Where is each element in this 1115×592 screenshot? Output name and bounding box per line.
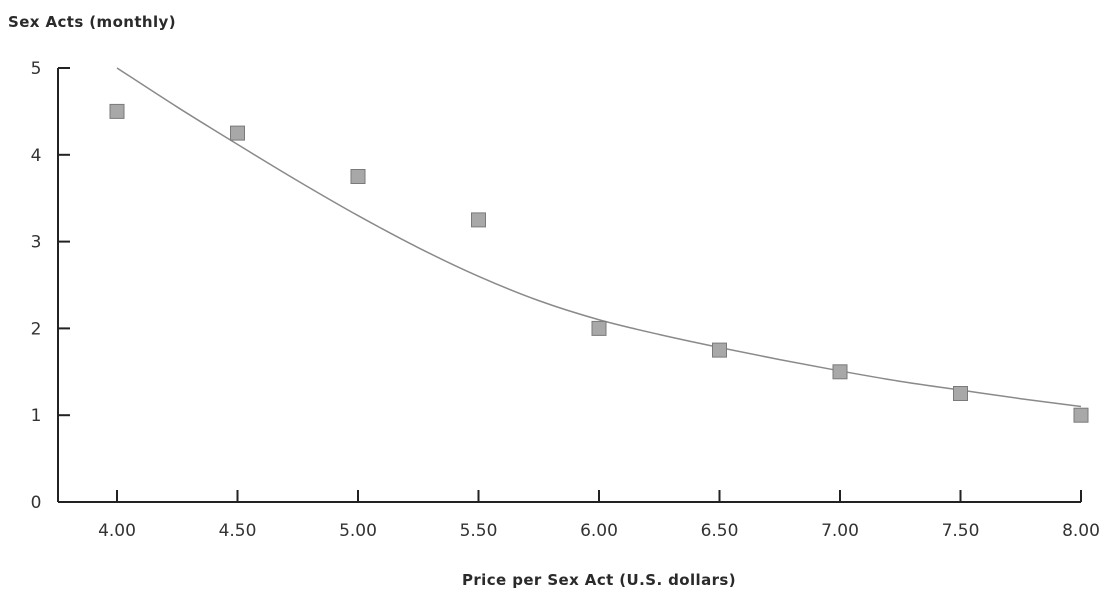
data-point — [230, 125, 245, 141]
x-tick-label: 7.00 — [821, 521, 859, 541]
y-axis: 0 1 2 3 4 5 — [31, 59, 70, 513]
data-point — [591, 320, 607, 336]
y-tick-label: 5 — [31, 59, 42, 79]
y-axis-title: Sex Acts (monthly) — [8, 13, 176, 31]
data-point — [712, 342, 727, 358]
x-axis: 4.00 4.50 5.00 5.50 6.00 6.50 7.00 7.50 8.00 — [58, 490, 1100, 541]
y-tick-label: 3 — [31, 233, 42, 253]
x-tick-label: 4.50 — [219, 521, 257, 541]
data-point — [832, 364, 848, 380]
x-tick-label: 4.00 — [98, 521, 136, 541]
x-axis-title: Price per Sex Act (U.S. dollars) — [462, 571, 736, 589]
data-point — [1073, 407, 1089, 423]
data-point — [471, 212, 486, 228]
y-tick-label: 4 — [31, 146, 42, 166]
y-tick-label: 1 — [31, 406, 42, 426]
data-point — [109, 103, 125, 119]
x-tick-label: 8.00 — [1062, 521, 1100, 541]
data-point — [350, 169, 366, 184]
x-tick-label: 7.50 — [942, 521, 980, 541]
y-tick-label: 0 — [31, 493, 42, 513]
data-point — [953, 386, 968, 401]
y-tick-label: 2 — [31, 319, 42, 339]
trendline — [116, 67, 1082, 408]
x-tick-label: 6.50 — [701, 521, 739, 541]
data-points — [109, 103, 1089, 423]
x-tick-label: 6.00 — [580, 521, 618, 541]
x-tick-label: 5.00 — [339, 521, 377, 541]
x-tick-label: 5.50 — [460, 521, 498, 541]
